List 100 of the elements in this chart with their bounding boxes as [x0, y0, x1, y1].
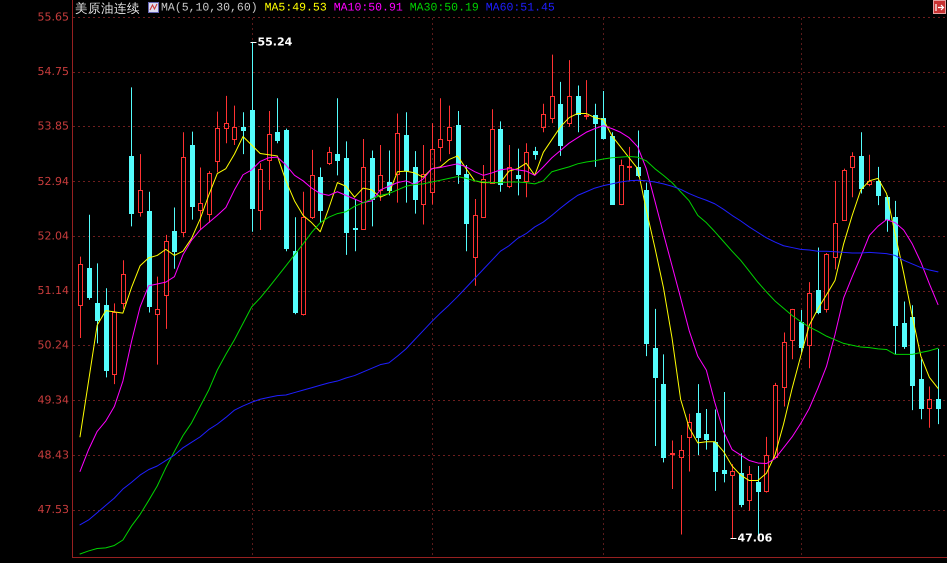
text: MA30:50.19: [410, 2, 479, 14]
candlestick: [95, 262, 100, 344]
candlestick: [267, 110, 272, 190]
candlestick: [867, 154, 872, 187]
candlestick: [730, 464, 735, 539]
candlestick: [207, 170, 212, 224]
y-tick-label: 50.24: [38, 338, 69, 352]
candlestick: [687, 413, 692, 472]
candlestick: [919, 358, 924, 420]
candlestick: [310, 149, 315, 220]
candlestick: [816, 247, 821, 315]
candlestick: [190, 131, 195, 220]
text: MA5:49.53: [264, 2, 327, 14]
candlestick: [438, 98, 443, 162]
candlestick: [327, 146, 332, 166]
annotation: 55.24: [258, 35, 293, 48]
candlestick: [404, 112, 409, 204]
candlestick: [78, 256, 83, 338]
candlestick: [490, 108, 495, 184]
candlestick: [293, 216, 298, 315]
candlestick: [704, 408, 709, 450]
candlestick: [584, 80, 589, 120]
candlestick: [747, 465, 752, 512]
candlestick: [661, 354, 666, 463]
candlestick: [601, 90, 606, 140]
candlestick: [842, 168, 847, 222]
candlestick: [550, 54, 555, 124]
candlestick: [164, 234, 169, 330]
candlestick: [936, 348, 941, 425]
candlestick: [558, 81, 563, 156]
candlestick: [129, 86, 134, 227]
y-tick-label: 48.43: [38, 448, 69, 462]
candlestick: [121, 260, 126, 310]
candlestick: [833, 180, 838, 270]
candlestick: [172, 207, 177, 270]
legend-title: MA(5,10,30,60): [161, 2, 258, 14]
candlestick: [696, 384, 701, 456]
y-tick-label: 52.04: [38, 230, 69, 243]
candlestick: [644, 182, 649, 357]
candlestick: [576, 85, 581, 133]
candlestick: [353, 198, 358, 252]
candlestick: [215, 111, 220, 173]
candlestick: [824, 252, 829, 313]
candlestick: [670, 440, 675, 490]
candlestick: [533, 146, 538, 160]
candlestick: [344, 140, 349, 256]
candlestick: [378, 144, 383, 202]
y-tick-label: 55.65: [38, 10, 69, 24]
candlestick: [807, 282, 812, 369]
candlestick: [524, 142, 529, 198]
candlestick: [593, 103, 598, 168]
candlestick: [910, 304, 915, 411]
y-tick-label: 52.94: [38, 174, 69, 188]
candlestick: [627, 146, 632, 182]
candlestick: [473, 198, 478, 286]
candlestick: [318, 166, 323, 224]
candlestick: [232, 105, 237, 146]
candlestick: [850, 152, 855, 198]
candlestick: [395, 112, 400, 204]
candlestick: [430, 122, 435, 205]
candlestick: [653, 308, 658, 446]
y-tick-label: 53.85: [38, 120, 69, 133]
y-tick-label: 54.75: [38, 65, 69, 78]
candlestick: [87, 214, 92, 300]
candlestick: [782, 332, 787, 408]
text: MA10:50.91: [334, 2, 403, 14]
candlestick: [859, 132, 864, 194]
candlestick: [155, 276, 160, 366]
candlestick: [481, 164, 486, 218]
candlestick: [567, 60, 572, 128]
candlestick: [198, 166, 203, 230]
candlestick: [138, 154, 143, 218]
candlestick: [927, 386, 932, 428]
text: MA60:51.45: [486, 2, 555, 14]
candlestick: [370, 150, 375, 227]
candlestick: [301, 191, 306, 316]
candlestick: [619, 159, 624, 206]
candlestick: [413, 150, 418, 214]
candlestick: [541, 103, 546, 133]
candlestick: [902, 301, 907, 350]
candlestick: [241, 112, 246, 155]
candlestick: [104, 288, 109, 378]
candlestick: [773, 382, 778, 460]
candlestick: [464, 164, 469, 252]
candlestick: [361, 138, 366, 230]
candlestick: [764, 436, 769, 494]
candlestick: [335, 98, 340, 176]
candlestick: [713, 409, 718, 492]
candlestick: [516, 148, 521, 196]
candlestick: [447, 105, 452, 155]
candlestick: [739, 452, 744, 508]
annotation: 47.06: [738, 532, 773, 545]
y-tick-label: 47.53: [38, 503, 69, 516]
candlestick: [421, 144, 426, 225]
candlestick: [722, 391, 727, 483]
candlestick: [275, 98, 280, 144]
candlestick: [181, 132, 186, 238]
y-tick-label: 49.34: [38, 393, 69, 406]
chart-title: 美原油连续: [75, 0, 140, 16]
candlestick: [224, 95, 229, 144]
